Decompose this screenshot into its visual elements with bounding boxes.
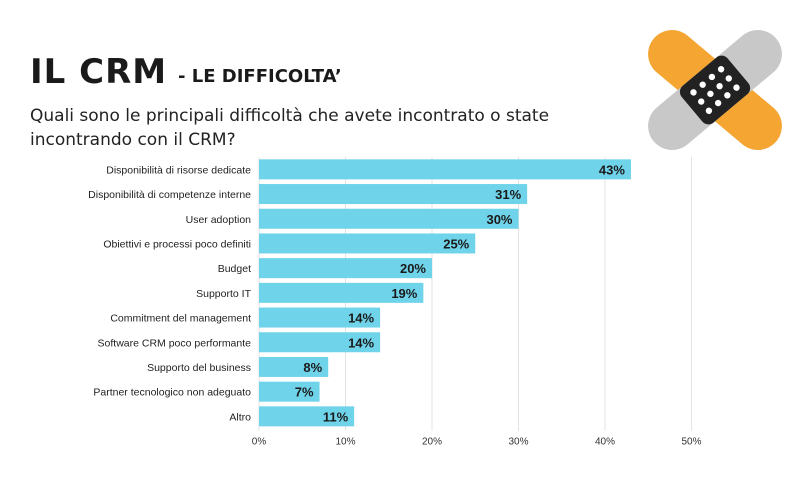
x-tick-label: 50% xyxy=(681,437,701,448)
bandage-hole xyxy=(707,90,714,98)
value-label: 30% xyxy=(486,212,512,227)
value-label: 14% xyxy=(348,311,374,326)
bandage-pad xyxy=(679,55,751,125)
bar xyxy=(259,184,528,205)
title-main: IL CRM xyxy=(30,52,168,92)
category-label: Supporto del business xyxy=(147,362,251,374)
category-label: Disponibilità di competenze interne xyxy=(88,189,251,201)
x-tick-label: 20% xyxy=(422,437,442,448)
value-label: 20% xyxy=(400,261,426,276)
x-tick-label: 40% xyxy=(595,437,615,448)
bandage-icon xyxy=(648,30,782,150)
bandage-hole xyxy=(708,73,716,81)
category-label: Budget xyxy=(218,263,251,275)
bandage-hole xyxy=(724,92,731,99)
value-label: 8% xyxy=(303,360,322,375)
bar xyxy=(259,159,631,180)
category-label: User adoption xyxy=(186,214,252,226)
bar xyxy=(259,356,329,377)
x-tick-label: 30% xyxy=(508,437,528,448)
survey-question: Quali sono le principali difficoltà che … xyxy=(30,106,550,150)
category-label: Supporto IT xyxy=(196,288,251,300)
bar xyxy=(259,282,424,303)
value-label: 11% xyxy=(323,409,349,424)
category-label: Disponibilità di risorse dedicate xyxy=(106,164,251,176)
value-label: 19% xyxy=(391,286,417,301)
bandage-hole xyxy=(714,99,722,107)
bar xyxy=(259,332,381,353)
bandage-hole xyxy=(690,89,697,96)
bandage-hole xyxy=(733,84,740,91)
bar xyxy=(259,307,381,328)
category-label: Commitment del management xyxy=(110,313,251,325)
value-label: 25% xyxy=(443,236,469,251)
bar xyxy=(259,208,519,229)
value-label: 14% xyxy=(348,335,374,350)
category-label: Obiettivi e processi poco definiti xyxy=(103,238,251,250)
bandage-hole xyxy=(717,66,725,73)
bandage-hole xyxy=(699,81,706,88)
value-label: 43% xyxy=(599,162,625,177)
value-label: 7% xyxy=(295,385,314,400)
x-tick-label: 0% xyxy=(252,437,267,448)
bar xyxy=(259,406,355,427)
bar xyxy=(259,258,432,279)
bandage-hole xyxy=(725,75,732,82)
bandage-hole xyxy=(716,82,723,90)
category-label: Altro xyxy=(229,411,251,423)
category-label: Partner tecnologico non adeguato xyxy=(93,387,251,399)
x-tick-label: 10% xyxy=(335,437,355,448)
title-sub: - LE DIFFICOLTA’ xyxy=(178,66,342,87)
bar xyxy=(259,381,320,402)
category-label: Software CRM poco performante xyxy=(98,337,252,349)
value-label: 31% xyxy=(495,187,521,202)
bar xyxy=(259,233,476,254)
bandage-hole xyxy=(698,98,705,105)
bandage-hole xyxy=(705,107,713,114)
